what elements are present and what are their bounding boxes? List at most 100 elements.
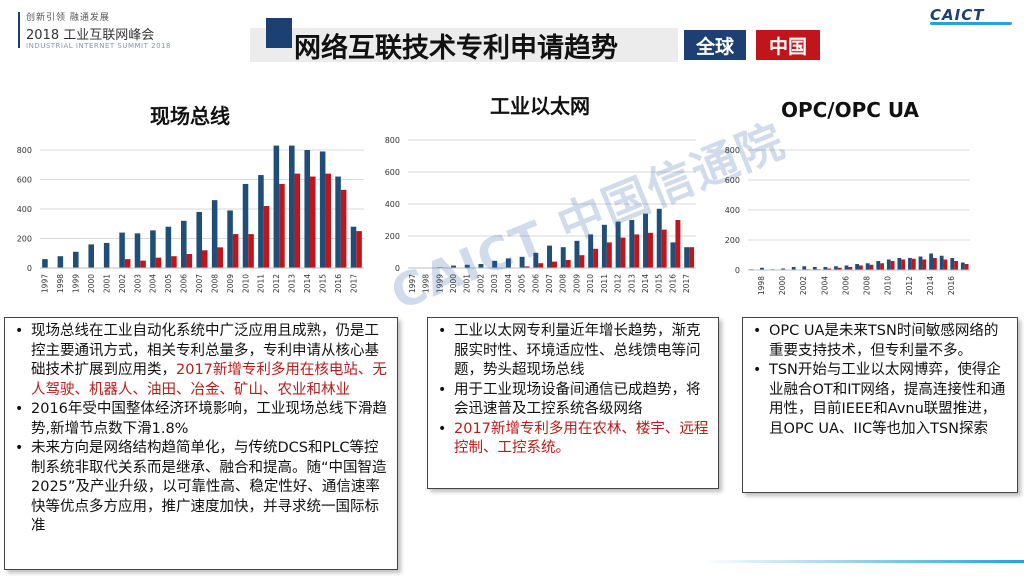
box-fieldbus: 现场总线在工业自动化系统中广泛应用且成熟，仍是工控主要通讯方式，相关专利总量多，… — [4, 317, 398, 570]
bar-china — [155, 257, 162, 268]
x-tick-label: 2013 — [627, 274, 636, 293]
bar-global — [908, 258, 912, 270]
x-tick-label: 2002 — [476, 274, 485, 293]
bar-china — [933, 258, 937, 270]
logo-swoosh — [930, 22, 1012, 25]
x-tick-label: 2010 — [884, 276, 893, 295]
x-tick-label: 2008 — [559, 274, 568, 293]
summit-name: 2018 工业互联网峰会 — [26, 28, 155, 43]
bar-global — [876, 261, 881, 270]
x-tick-label: 2002 — [799, 276, 808, 295]
x-tick-label: 2000 — [778, 276, 787, 295]
bar-global — [897, 258, 902, 270]
bar-china — [124, 259, 131, 268]
chart-ethernet: 0 200 400 600 800 1997 1998 1999 2000 2001 2002 200… — [385, 136, 696, 293]
x-tick-label: 2001 — [463, 274, 472, 293]
bar-china — [901, 259, 906, 270]
bar-global — [670, 242, 676, 268]
bar-china — [859, 265, 863, 270]
bar-global — [802, 266, 807, 270]
bar-global — [781, 268, 785, 270]
x-tick-label: 1997 — [41, 274, 50, 293]
bar-china — [827, 268, 832, 270]
y-tick-label: 600 — [17, 176, 32, 185]
x-tick-label: 1998 — [757, 276, 766, 295]
bar-china — [202, 250, 208, 268]
bar-china — [954, 261, 958, 270]
bar-global — [812, 267, 817, 270]
bar-china — [579, 255, 585, 268]
bar-global — [533, 252, 539, 268]
bar-global — [350, 226, 357, 268]
bullet-text: 2017新增专利多用在农林、楼宇、远程控制、工控系统。 — [454, 420, 709, 457]
bar-china — [171, 256, 177, 268]
bar-global — [615, 221, 621, 268]
bottom-accent-line — [700, 560, 1024, 563]
bar-china — [890, 261, 895, 270]
bar-china — [340, 189, 347, 268]
bullet-text: 未来方向是网络结构趋简单化，与传统DCS和PLC等控制系统非取代关系而是继承、融… — [31, 440, 387, 534]
x-tick-label: 2003 — [133, 274, 142, 293]
bar-global — [844, 265, 849, 270]
bar-china — [675, 220, 681, 268]
bullet-item: 用于工业现场设备间通信已成趋势，将会迅速普及工控系统各级网络 — [434, 381, 710, 420]
title-decoration — [266, 18, 292, 48]
bar-china — [294, 173, 301, 268]
bar-china — [538, 263, 544, 268]
x-tick-label: 2000 — [87, 274, 96, 293]
x-tick-label: 2002 — [118, 274, 127, 293]
bar-global — [335, 176, 341, 268]
x-tick-label: 2007 — [545, 274, 554, 293]
bar-china — [356, 231, 362, 268]
x-tick-label: 2006 — [180, 274, 189, 293]
x-tick-label: 2011 — [600, 274, 609, 293]
bar-global — [464, 264, 470, 268]
bar-global — [834, 266, 838, 270]
y-tick-label: 600 — [385, 168, 400, 177]
x-tick-label: 2009 — [572, 274, 581, 293]
bullet-text: 工业以太网专利量近年增长趋势，渐克服实时性、环境适应性、总线馈电等问题，势头超现… — [454, 323, 701, 378]
bullet-item: TSN开始与工业以太网博弈，使得企业融合OT和IT网络，提高连接性和通用性，目前… — [749, 361, 1009, 439]
bar-global — [950, 258, 955, 270]
bar-global — [134, 233, 141, 268]
x-tick-label: 2007 — [195, 274, 204, 293]
y-tick-label: 800 — [17, 146, 32, 155]
bar-global — [643, 213, 648, 268]
x-tick-label: 2004 — [504, 274, 513, 293]
tag-global: 全球 — [684, 30, 746, 60]
bar-global — [42, 259, 48, 268]
bullet-text: 2017新增专利多用在核电站、无人驾驶、机器人、油田、冶金、矿山、农业和林业 — [31, 362, 387, 398]
bar-global — [656, 208, 662, 268]
bar-global — [560, 247, 566, 268]
bar-china — [964, 264, 969, 270]
x-tick-label: 2003 — [490, 274, 499, 293]
x-tick-label: 2004 — [149, 274, 158, 293]
bar-china — [325, 173, 331, 268]
bar-china — [880, 263, 884, 270]
x-tick-label: 2012 — [614, 274, 623, 293]
bar-china — [565, 260, 571, 268]
bar-china — [524, 266, 530, 268]
caict-logo: CAICT — [930, 6, 985, 24]
bar-china — [648, 232, 653, 268]
bar-global — [57, 256, 64, 268]
x-tick-label: 2008 — [863, 276, 872, 295]
y-tick-label: 800 — [385, 136, 400, 145]
x-tick-label: 1999 — [72, 274, 81, 293]
bar-global — [505, 258, 511, 268]
bar-global — [73, 251, 79, 268]
bar-global — [119, 232, 125, 268]
chart-title-ethernet: 工业以太网 — [490, 94, 590, 118]
y-tick-label: 400 — [725, 206, 740, 215]
x-tick-label: 2004 — [820, 276, 829, 295]
bar-china — [248, 234, 254, 268]
bar-global — [760, 267, 764, 270]
bar-global — [492, 260, 498, 268]
x-tick-label: 2015 — [318, 274, 327, 293]
bar-china — [848, 267, 853, 270]
bar-global — [929, 253, 933, 270]
bar-global — [88, 244, 94, 268]
x-tick-label: 2014 — [926, 276, 935, 295]
bar-china — [263, 206, 270, 268]
bar-global — [865, 263, 870, 270]
